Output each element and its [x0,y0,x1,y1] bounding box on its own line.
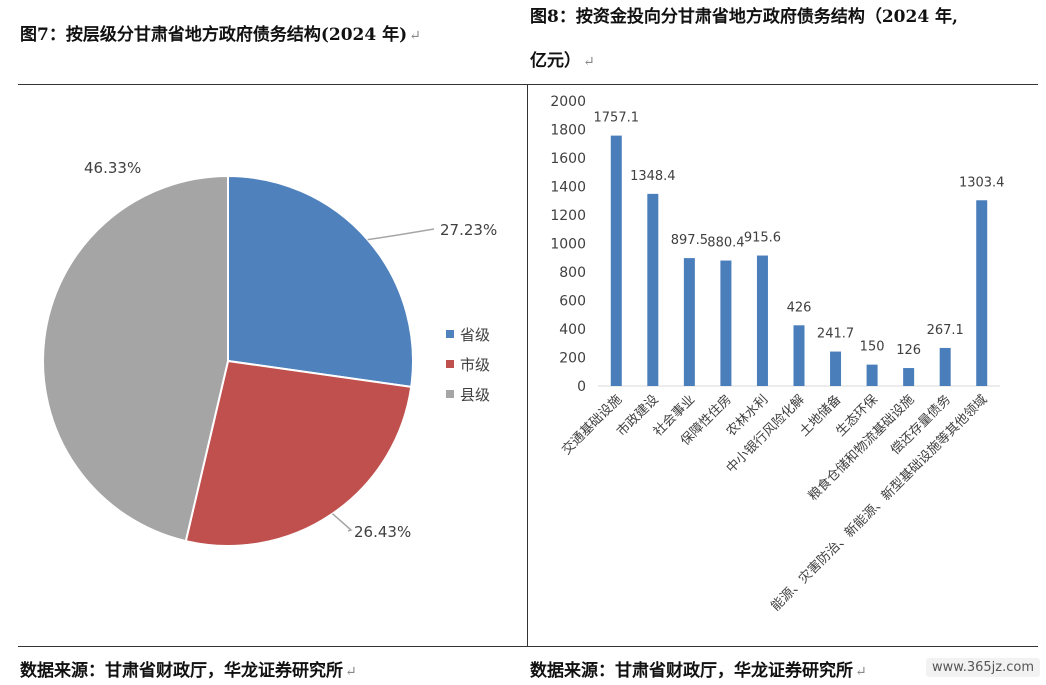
y-tick-label-800: 800 [559,265,586,281]
y-tick-label-2000: 2000 [550,94,586,110]
right-chart-title: 图8：按资金投向分甘肃省地方政府债务结构（2024 年, [530,7,958,27]
bar-7 [830,351,842,386]
pie-leader-line-1 [367,228,435,241]
bar-9 [903,368,915,386]
bar-value-label-8: 150 [860,340,885,355]
bar-5 [756,255,768,386]
x-category-label-1: 交通基础设施 [559,392,625,458]
bar-value-label-5: 915.6 [744,231,781,246]
y-tick-label-1400: 1400 [550,180,586,196]
legend-label-3: 县级 [460,386,490,404]
y-tick-label-1800: 1800 [550,123,586,139]
bar-value-label-7: 241.7 [817,327,854,342]
pie-value-label-3: 46.33% [84,159,141,177]
left-data-source: 数据来源：甘肃省财政厅，华龙证券研究所 ↵ [20,661,357,681]
bar-value-label-4: 880.4 [707,236,744,251]
legend-swatch-2 [446,360,454,368]
column-divider [527,84,528,646]
y-tick-label-0: 0 [577,379,586,395]
left-chart-title: 图7：按层级分甘肃省地方政府债务结构(2024 年) ↵ [20,25,421,45]
pie-value-label-2: 26.43% [354,523,411,541]
bar-value-label-11: 1303.4 [959,175,1005,190]
bar-value-label-9: 126 [896,343,921,358]
bar-8 [866,364,878,386]
y-tick-label-600: 600 [559,294,586,310]
y-tick-label-1000: 1000 [550,237,586,253]
bar-chart: 0 200 400 600 800 1000 1200 1400 1600 1800 2000 175… [550,94,1005,614]
bar-value-label-3: 897.5 [671,233,708,248]
pie-slice-3 [42,174,229,543]
bar-4 [720,260,732,386]
right-chart-title-line2: 亿元） ↵ [530,51,595,71]
legend-label-1: 省级 [460,326,490,344]
y-tick-label-1600: 1600 [550,151,586,167]
pie-value-label-1: 27.23% [440,221,497,239]
bar-2 [647,193,659,386]
bottom-rule [18,646,1038,647]
right-data-source: 数据来源：甘肃省财政厅，华龙证券研究所 ↵ [530,661,867,681]
bar-value-label-6: 426 [787,300,812,315]
legend-label-2: 市级 [460,356,490,374]
pie-slice-1 [227,174,414,388]
bar-value-label-2: 1348.4 [630,169,676,184]
y-tick-label-400: 400 [559,322,586,338]
y-tick-label-1200: 1200 [550,208,586,224]
top-rule [18,84,1038,85]
bar-1 [610,135,622,386]
legend-swatch-1 [446,330,454,338]
pie-leader-line-2 [331,513,353,532]
bar-value-label-1: 1757.1 [594,111,640,126]
bar-10 [939,347,951,386]
bar-11 [976,200,988,386]
bar-3 [683,258,695,386]
bar-value-label-10: 267.1 [927,323,964,338]
y-tick-label-200: 200 [559,351,586,367]
watermark: www.365jz.com [926,658,1040,677]
bar-6 [793,325,805,386]
legend-swatch-3 [446,390,454,398]
